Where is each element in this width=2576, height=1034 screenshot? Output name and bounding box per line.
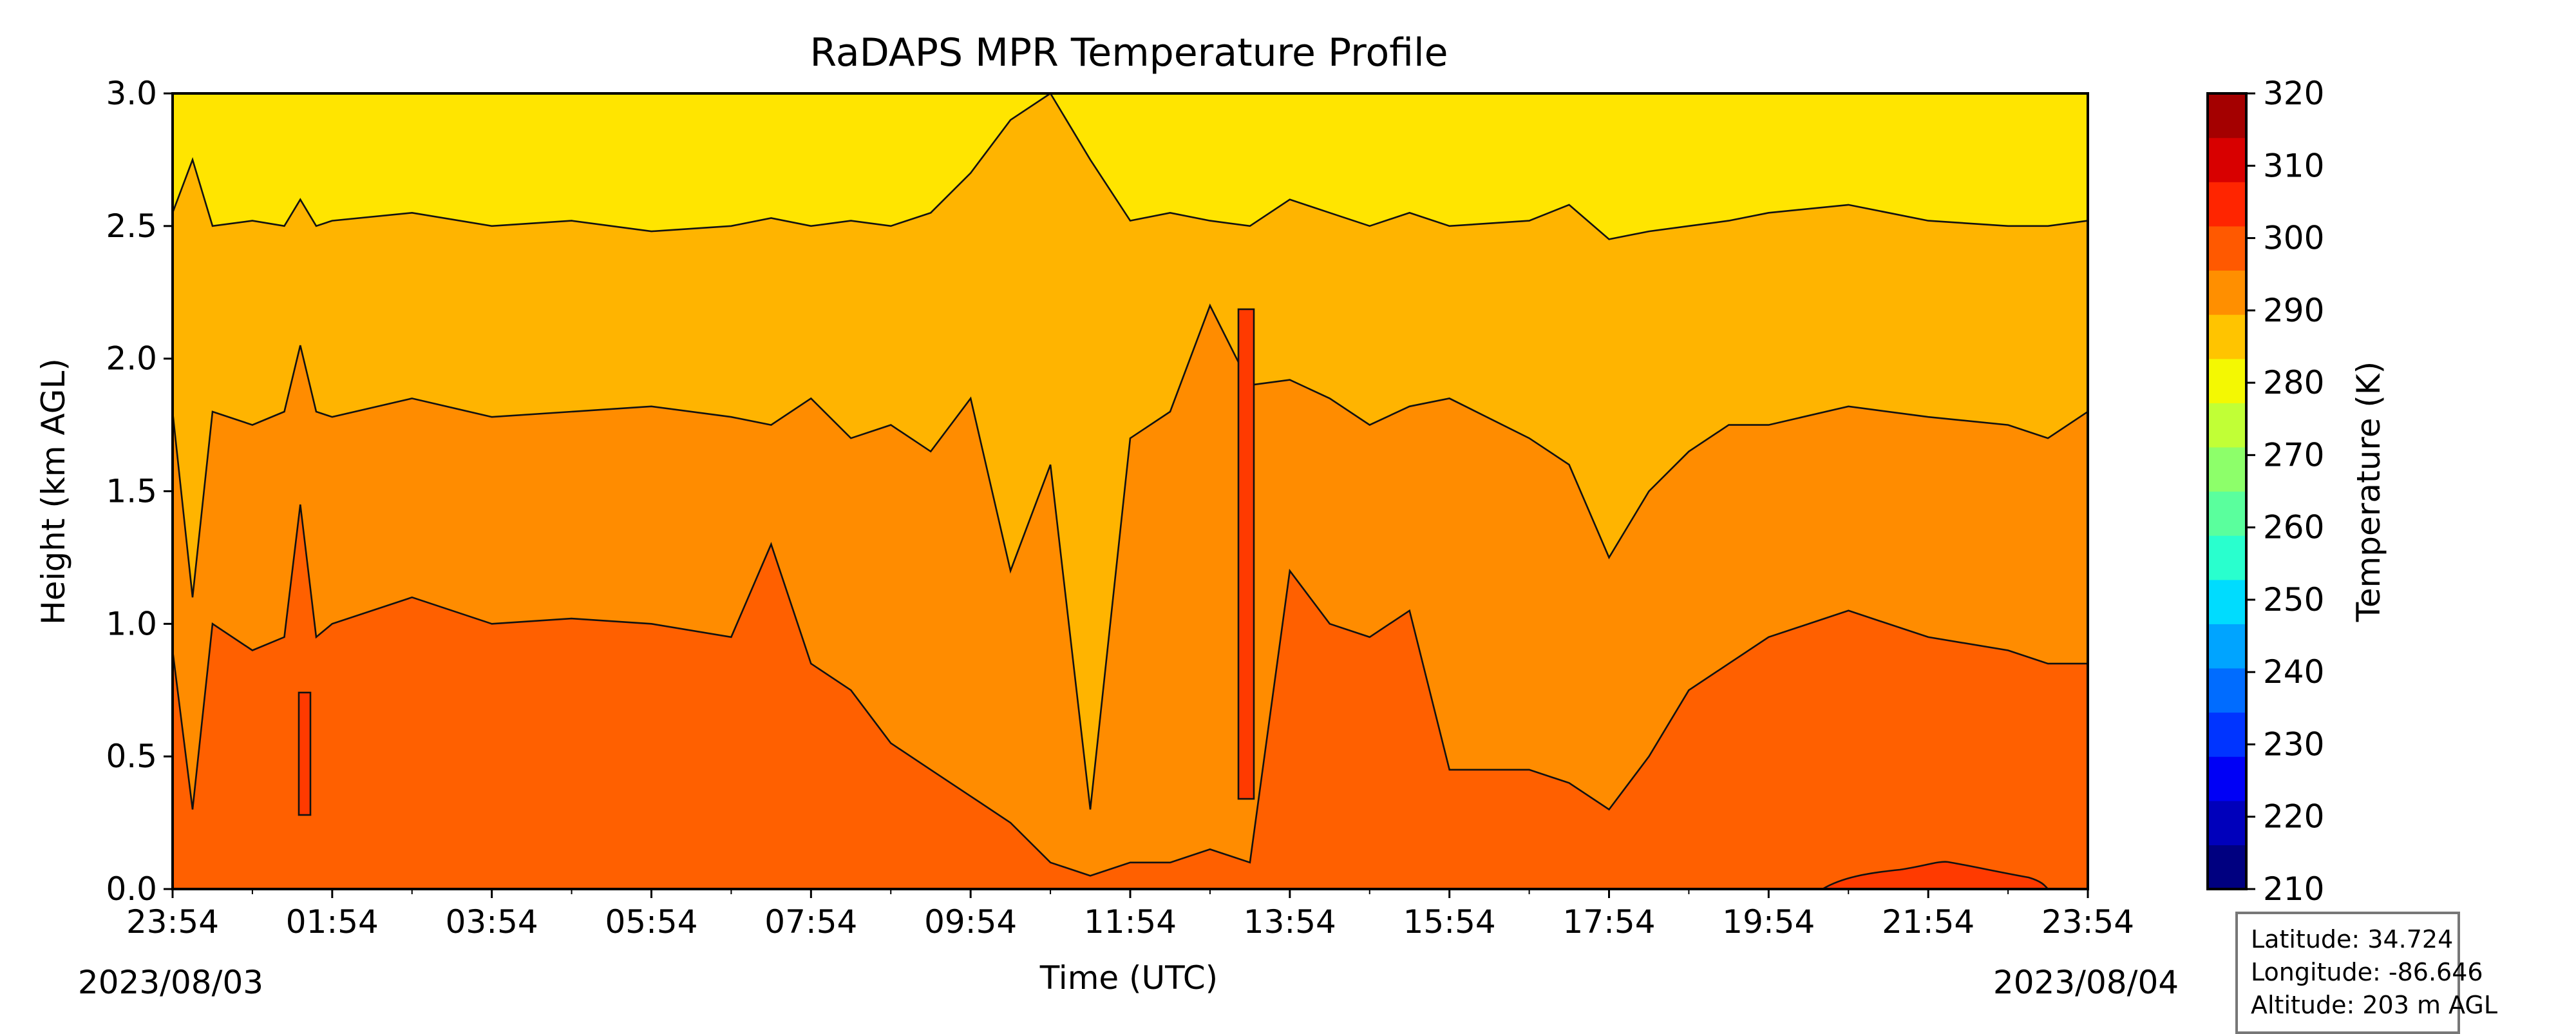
y-tick-label: 0.5 (106, 738, 157, 775)
colorbar-segment (2208, 314, 2246, 359)
colorbar-label: Temperature (K) (2350, 361, 2387, 622)
x-tick-label: 17:54 (1562, 903, 1655, 941)
colorbar-segment (2208, 800, 2246, 845)
colorbar-segment (2208, 845, 2246, 890)
warm-pocket-evening (1821, 861, 2049, 889)
colorbar-segment (2208, 403, 2246, 448)
contour-band-295-300 (173, 504, 2088, 889)
x-axis: 23:54 01:54 03:54 05:54 07:54 09:54 11:54 13:54… (126, 889, 2134, 941)
end-date-label: 2023/08/04 (1993, 964, 2179, 1001)
station-info-box: Latitude: 34.724 Longitude: -86.646 Alti… (2235, 912, 2498, 1034)
colorbar-tick-label: 300 (2263, 220, 2324, 257)
x-tick-label: 13:54 (1244, 903, 1336, 941)
colorbar-tick-label: 220 (2263, 798, 2324, 836)
isotherm-line-290 (173, 303, 2088, 810)
colorbar-tick-label: 230 (2263, 725, 2324, 763)
x-tick-label: 11:54 (1084, 903, 1177, 941)
colorbar-segment (2208, 712, 2246, 757)
colorbar-segment (2208, 137, 2246, 182)
isotherm-line-295 (173, 504, 2088, 877)
x-tick-label: 23:54 (2041, 903, 2134, 941)
y-tick-label: 0.0 (106, 870, 157, 908)
x-tick-label: 09:54 (924, 903, 1017, 941)
colorbar-segment (2208, 579, 2246, 624)
y-tick-label: 3.0 (106, 75, 157, 112)
x-axis-label: Time (UTC) (1039, 959, 1218, 997)
colorbar-segment (2208, 756, 2246, 801)
colorbar-segment (2208, 93, 2246, 139)
colorbar-segment (2208, 225, 2246, 271)
contour-plot-area (173, 93, 2088, 889)
longitude-text: Longitude: -86.646 (2251, 958, 2483, 986)
colorbar-segment (2208, 491, 2246, 536)
colorbar-tick-label: 240 (2263, 653, 2324, 691)
warm-pocket-midday (1237, 308, 1255, 800)
y-tick-label: 1.0 (106, 605, 157, 642)
latitude-text: Latitude: 34.724 (2251, 925, 2454, 953)
warm-pocket-early (298, 691, 312, 816)
y-tick-label: 2.0 (106, 340, 157, 378)
colorbar (2208, 93, 2246, 890)
colorbar-frame (2206, 92, 2248, 890)
colorbar-tick-label: 210 (2263, 870, 2324, 908)
y-tick-label: 2.5 (106, 207, 157, 245)
y-axis-label: Height (km AGL) (35, 358, 72, 625)
colorbar-segment (2208, 446, 2246, 492)
colorbar-segment (2208, 535, 2246, 580)
chart-title: RaDAPS MPR Temperature Profile (810, 30, 1448, 75)
colorbar-tick-label: 270 (2263, 436, 2324, 474)
colorbar-segment (2208, 624, 2246, 669)
colorbar-segment (2208, 182, 2246, 227)
x-tick-label: 21:54 (1882, 903, 1975, 941)
colorbar-tick-label: 260 (2263, 509, 2324, 546)
colorbar-segment (2208, 667, 2246, 713)
colorbar-tick-label: 290 (2263, 292, 2324, 329)
y-axis: 0.0 0.5 1.0 1.5 2.0 2.5 3.0 (106, 75, 173, 908)
colorbar-tick-label: 320 (2263, 75, 2324, 112)
x-tick-label: 07:54 (764, 903, 857, 941)
x-tick-label: 23:54 (126, 903, 219, 941)
x-tick-label: 05:54 (605, 903, 697, 941)
y-tick-label: 1.5 (106, 473, 157, 510)
x-tick-label: 03:54 (446, 903, 538, 941)
colorbar-tick-label: 310 (2263, 147, 2324, 184)
altitude-text: Altitude: 203 m AGL (2251, 991, 2498, 1019)
x-tick-label: 15:54 (1403, 903, 1496, 941)
colorbar-tick-label: 280 (2263, 364, 2324, 401)
start-date-label: 2023/08/03 (78, 964, 263, 1001)
colorbar-tick-label: 250 (2263, 581, 2324, 618)
colorbar-ticks: 210 220 230 240 250 260 270 280 290 300 310 320 (2246, 75, 2324, 908)
colorbar-segment (2208, 358, 2246, 403)
x-tick-label: 19:54 (1722, 903, 1815, 941)
colorbar-segment (2208, 270, 2246, 315)
isotherm-line-285 (173, 93, 2088, 240)
x-tick-label: 01:54 (286, 903, 379, 941)
